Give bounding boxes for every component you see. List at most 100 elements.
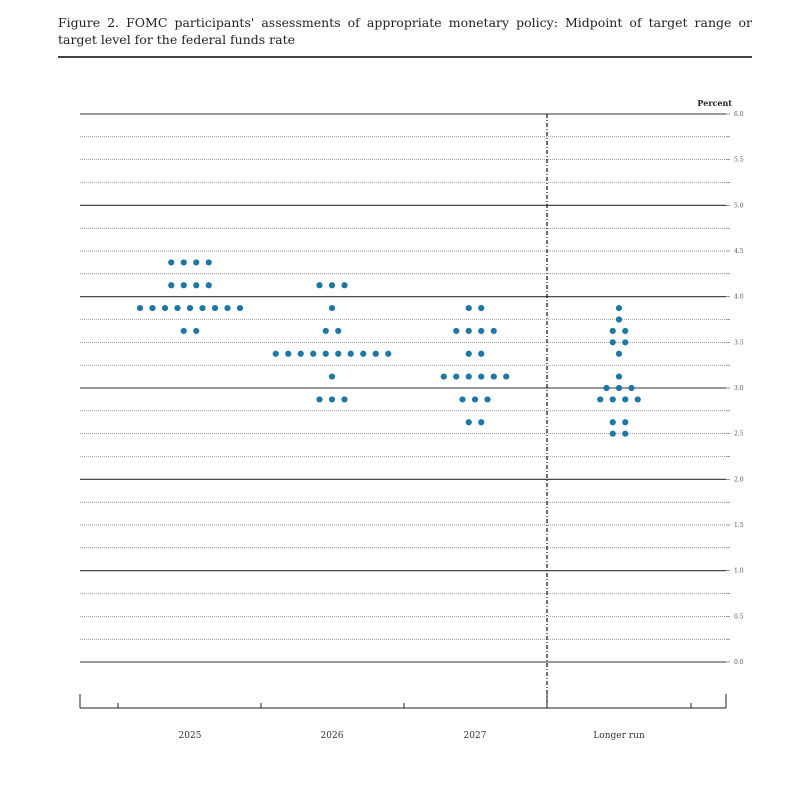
participant-dot [603,384,610,392]
participant-dot [615,384,623,392]
participant-dot [465,327,472,335]
participant-dot [478,327,485,335]
participant-dot [328,282,336,289]
participant-dot [149,304,156,312]
participant-dot [285,350,292,357]
participant-dot [465,419,472,426]
x-category-label: Longer run [593,731,645,741]
participant-dot [205,259,212,266]
dots [136,259,641,437]
participant-dot [385,350,392,357]
y-tick-label: 4.5 [734,248,744,255]
y-tick-label: 1.0 [734,568,744,575]
participant-dot [471,396,479,403]
participant-dot [335,350,342,357]
participant-dot [180,327,187,335]
participant-dot [322,327,329,335]
participant-dot [440,373,447,380]
participant-dot [609,327,616,335]
participant-dot [484,396,491,403]
participant-dot [161,304,169,312]
participant-dot [174,304,181,312]
y-tick-label: 3.5 [734,339,744,346]
participant-dot [180,282,187,289]
participant-dot [478,419,485,426]
participant-dot [628,384,635,392]
participant-dot [347,350,354,357]
participant-dot [622,396,629,403]
axes [79,114,727,709]
figure-title: Figure 2. FOMC participants' assessments… [58,15,752,47]
x-category-label: 2025 [179,731,202,741]
participant-dot [136,304,144,312]
participant-dot [205,282,212,289]
participant-dot [272,350,279,357]
participant-dot [310,350,317,357]
participant-dot [168,259,175,266]
participant-dot [199,304,206,312]
participant-dot [615,350,623,357]
title-rule [58,56,752,58]
participant-dot [615,304,623,312]
y-axis-unit-label: Percent [697,98,732,108]
participant-dot [622,327,629,335]
participant-dot [168,282,175,289]
participant-dot [459,396,466,403]
participant-dot [465,304,472,312]
participant-dot [615,316,623,323]
participant-dot [193,259,200,266]
participant-dot [297,350,304,357]
participant-dot [180,259,187,266]
participant-dot [597,396,604,403]
participant-dot [322,350,329,357]
participant-dot [609,339,616,346]
participant-dot [478,304,485,312]
participant-dot [360,350,367,357]
participant-dot [316,396,323,403]
participant-dot [328,373,336,380]
figure-title-block: Figure 2. FOMC participants' assessments… [58,14,752,48]
y-tick-label: 4.0 [734,294,744,301]
participant-dot [478,350,485,357]
participant-dot [186,304,194,312]
participant-dot [453,327,460,335]
participant-dot [193,327,200,335]
axis-labels: Percent 0.0 0.5 1.0 1.5 2.0 2.5 3.0 3.5 4.0 4.5 5.… [179,98,744,741]
participant-dot [316,282,323,289]
y-tick-label: 6.0 [734,111,744,118]
y-tick-label: 3.0 [734,385,744,392]
y-tick-label: 1.5 [734,522,744,529]
participant-dot [503,373,510,380]
participant-dot [609,396,616,403]
x-category-label: 2027 [464,731,487,741]
participant-dot [490,327,497,335]
participant-dot [622,430,629,437]
y-tick-label: 2.5 [734,431,744,438]
participant-dot [328,396,336,403]
y-tick-label: 0.0 [734,659,744,666]
participant-dot [478,373,485,380]
participant-dot [622,419,629,426]
y-tick-label: 5.5 [734,157,744,164]
participant-dot [609,430,616,437]
participant-dot [236,304,244,312]
participant-dot [341,396,348,403]
participant-dot [615,373,623,380]
participant-dot [609,419,616,426]
participant-dot [224,304,231,312]
x-category-label: 2026 [321,731,344,741]
participant-dot [372,350,379,357]
participant-dot [193,282,200,289]
participant-dot [622,339,629,346]
y-tick-label: 0.5 [734,613,744,620]
participant-dot [490,373,497,380]
participant-dot [328,304,336,312]
participant-dot [211,304,219,312]
y-tick-label: 5.0 [734,202,744,209]
participant-dot [341,282,348,289]
y-tick-label: 2.0 [734,476,744,483]
participant-dot [453,373,460,380]
participant-dot [465,350,472,357]
participant-dot [634,396,641,403]
